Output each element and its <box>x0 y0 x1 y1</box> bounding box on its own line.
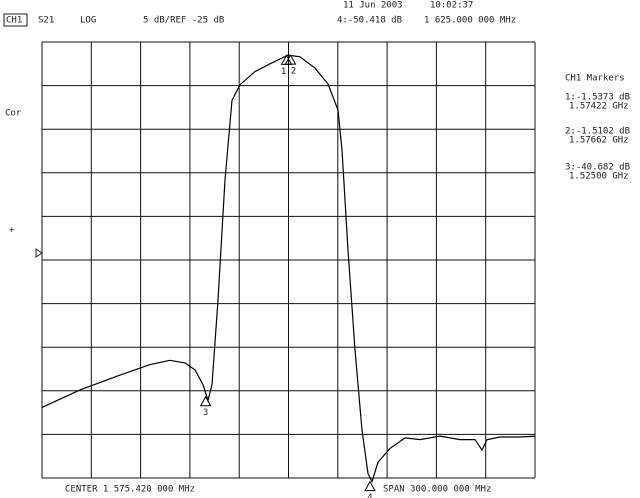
format: LOG <box>80 16 96 26</box>
active-marker-readout: 4:-50.418 dB <box>337 16 402 26</box>
marker-readout: 3:-40.682 dB <box>565 163 630 173</box>
marker <box>364 480 376 492</box>
reference-arrow <box>35 248 43 258</box>
scale: 5 dB/REF -25 dB <box>143 16 224 26</box>
markers-title: CH1 Markers <box>565 74 625 84</box>
date: 11 Jun 2003 <box>343 1 403 11</box>
marker-freq: 1.57662 GHz <box>569 136 629 146</box>
ref-plus: + <box>9 226 15 236</box>
marker <box>199 395 212 407</box>
marker-label: 1 <box>281 67 286 77</box>
marker-freq: 1.52500 GHz <box>569 172 629 182</box>
marker-label: 3 <box>203 408 208 418</box>
time: 10:02:37 <box>430 1 473 11</box>
correction: Cor <box>5 109 22 119</box>
marker-readout: 2:-1.5102 dB <box>565 127 630 137</box>
active-marker-freq: 1 625.000 000 MHz <box>424 16 516 26</box>
marker-label: 4 <box>367 493 372 498</box>
marker <box>284 54 297 65</box>
marker-freq: 1.57422 GHz <box>569 102 629 112</box>
trace <box>41 54 536 484</box>
parameter: S21 <box>38 16 54 26</box>
channel: CH1 <box>6 16 22 26</box>
center-frequency: CENTER 1 575.420 000 MHz <box>65 485 195 495</box>
marker-label: 2 <box>291 67 296 77</box>
span: SPAN 300.000 000 MHz <box>383 485 491 495</box>
marker-readout: 1:-1.5373 dB <box>565 93 630 103</box>
channel-box <box>3 13 28 27</box>
